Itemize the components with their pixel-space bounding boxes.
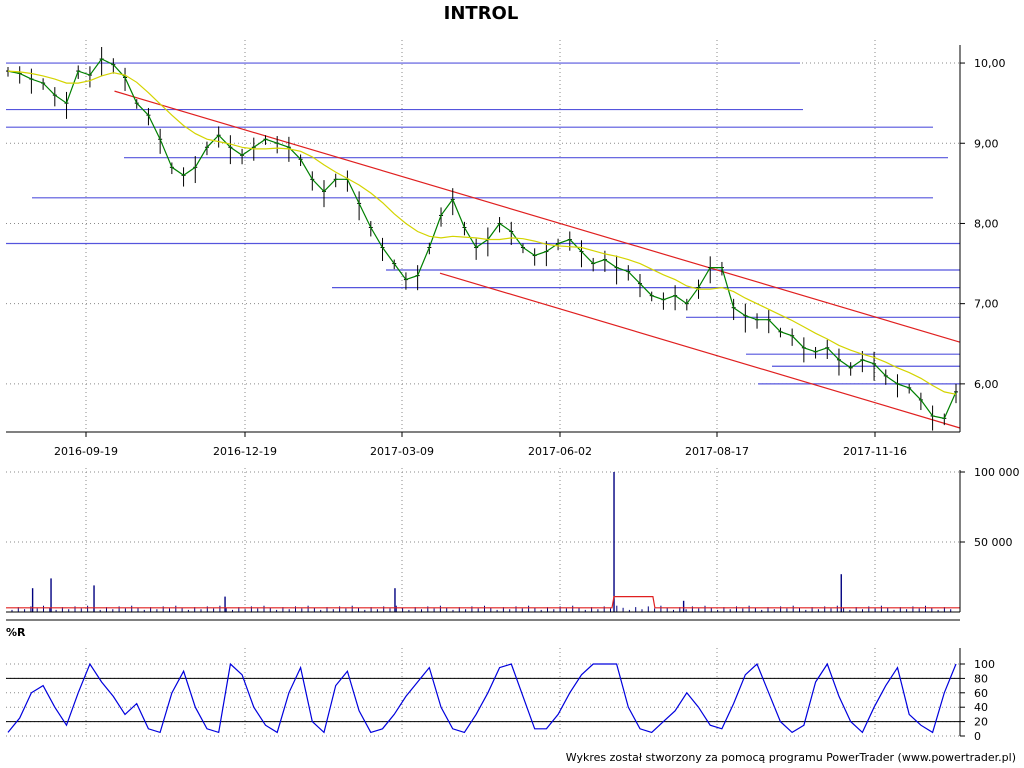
chart-title: INTROL — [444, 3, 519, 24]
footer-credit: Wykres został stworzony za pomocą progra… — [566, 751, 1016, 764]
short-moving-average — [7, 58, 957, 420]
indicator-y-tick-label-1: 80 — [974, 672, 988, 685]
date-tick-label-1: 2016-12-19 — [213, 445, 277, 458]
date-tick-label-2: 2017-03-09 — [370, 445, 434, 458]
date-tick-label-0: 2016-09-19 — [54, 445, 118, 458]
date-tick-label-3: 2017-06-02 — [528, 445, 592, 458]
price-panel: 10,00 9,00 8,00 7,00 6,00 2016-09-19 2016-12-1… — [6, 40, 1006, 458]
volume-y-tick-label-1: 50 000 — [974, 536, 1013, 549]
indicator-y-tick-label-5: 0 — [974, 730, 981, 743]
price-y-tick-label-3: 7,00 — [974, 298, 999, 311]
volume-y-tick-label-0: 100 000 — [974, 466, 1020, 479]
trend-channel-lower — [439, 272, 961, 429]
date-tick-label-5: 2017-11-16 — [843, 445, 907, 458]
price-y-tick-label-1: 9,00 — [974, 137, 999, 150]
williams-r-line — [7, 662, 957, 734]
volume-panel: 100 000 50 000 — [6, 466, 1020, 613]
date-tick-label-4: 2017-08-17 — [685, 445, 749, 458]
trend-channel-upper — [114, 90, 961, 343]
indicator-y-tick-label-4: 20 — [974, 716, 988, 729]
price-y-tick-label-4: 6,00 — [974, 378, 999, 391]
price-y-tick-label-0: 10,00 — [974, 57, 1006, 70]
indicator-y-tick-label-0: 100 — [974, 658, 995, 671]
indicator-label: %R — [6, 626, 26, 639]
indicator-y-tick-label-2: 60 — [974, 687, 988, 700]
price-y-tick-label-2: 8,00 — [974, 217, 999, 230]
long-moving-average — [7, 70, 957, 395]
indicator-y-tick-label-3: 40 — [974, 701, 988, 714]
volume-average-line — [6, 595, 960, 609]
